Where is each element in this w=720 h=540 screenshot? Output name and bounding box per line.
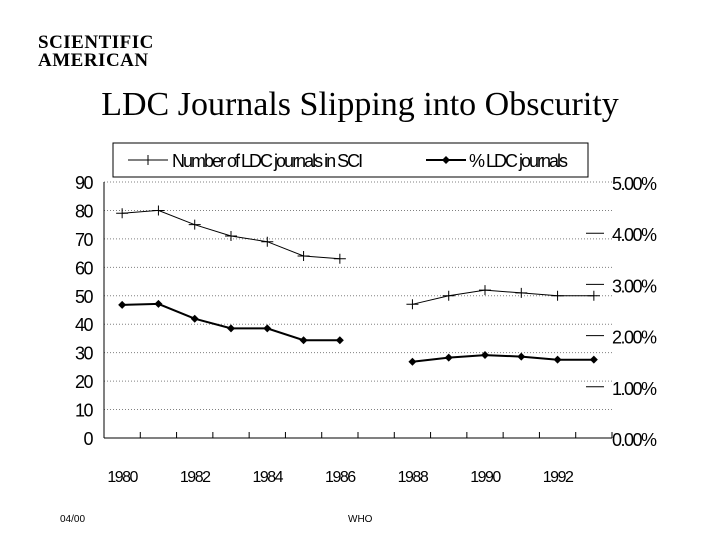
x-tick-label: 1980 [107,469,138,486]
y-left-tick-label: 0 [83,429,93,449]
diamond-marker [553,355,562,364]
footer-date: 04/00 [60,514,86,525]
plus-marker [142,155,154,165]
y-right-tick-label: 0.00% [612,430,657,450]
plus-marker [116,208,129,219]
y-left-tick-label: 60 [75,258,94,278]
y-left-tick-label: 30 [75,344,94,364]
diamond-marker [154,299,163,308]
logo-line-2: AMERICAN [38,50,149,71]
diamond-marker [442,156,450,164]
plus-marker [479,285,491,296]
x-tick-label: 1986 [325,469,356,486]
plus-marker [152,205,165,216]
x-tick-label: 1988 [398,469,429,486]
diamond-marker [118,300,127,309]
diamond-marker [227,324,235,333]
chart-title: LDC Journals Slipping into Obscurity [101,86,619,123]
legend-label: % LDC journals [469,151,568,171]
y-left-tick-label: 40 [75,315,94,335]
scientific-american-logo: SCIENTIFIC AMERICAN [38,32,154,71]
plus-marker [261,236,274,247]
y-right-tick-label: 5.00% [612,174,657,194]
plus-marker [515,287,528,298]
plus-marker [297,250,310,261]
y-left-tick-label: 50 [75,287,94,307]
diamond-marker [481,351,489,360]
diamond-marker [517,352,526,361]
diamond-marker [335,336,344,345]
y-right-tick-label: 2.00% [612,328,657,348]
y-left-tick-label: 10 [75,401,94,421]
diamond-marker [408,357,417,366]
plus-marker [442,290,455,301]
logo-line-1: SCIENTIFIC [38,32,154,53]
legend-label: Number of LDC journals in SCI [172,151,362,171]
y-left-tick-label: 70 [75,230,94,250]
y-left-tick-label: 80 [75,201,94,221]
series-line [122,302,594,363]
diamond-marker [263,324,272,333]
plus-marker [188,219,201,230]
y-right-tick-label: 3.00% [612,276,657,296]
plus-marker [587,290,600,301]
diamond-marker [444,353,453,362]
y-right-tick-label: 1.00% [612,379,657,399]
y-right-tick-label: 4.00% [612,225,657,245]
diamond-marker [190,314,199,323]
x-tick-label: 1990 [470,469,501,486]
diamond-marker [589,355,598,364]
diamond-marker [299,336,308,345]
plus-marker [406,299,419,310]
x-tick-label: 1982 [180,469,211,486]
x-tick-label: 1984 [252,469,283,486]
y-left-tick-label: 20 [75,372,94,392]
plus-marker [551,290,564,301]
x-tick-label: 1992 [543,469,574,486]
legend-box [112,142,589,178]
y-left-tick-label: 90 [75,173,94,193]
plus-marker [333,253,346,264]
footer-source: WHO [348,514,373,525]
plus-marker [225,231,237,242]
